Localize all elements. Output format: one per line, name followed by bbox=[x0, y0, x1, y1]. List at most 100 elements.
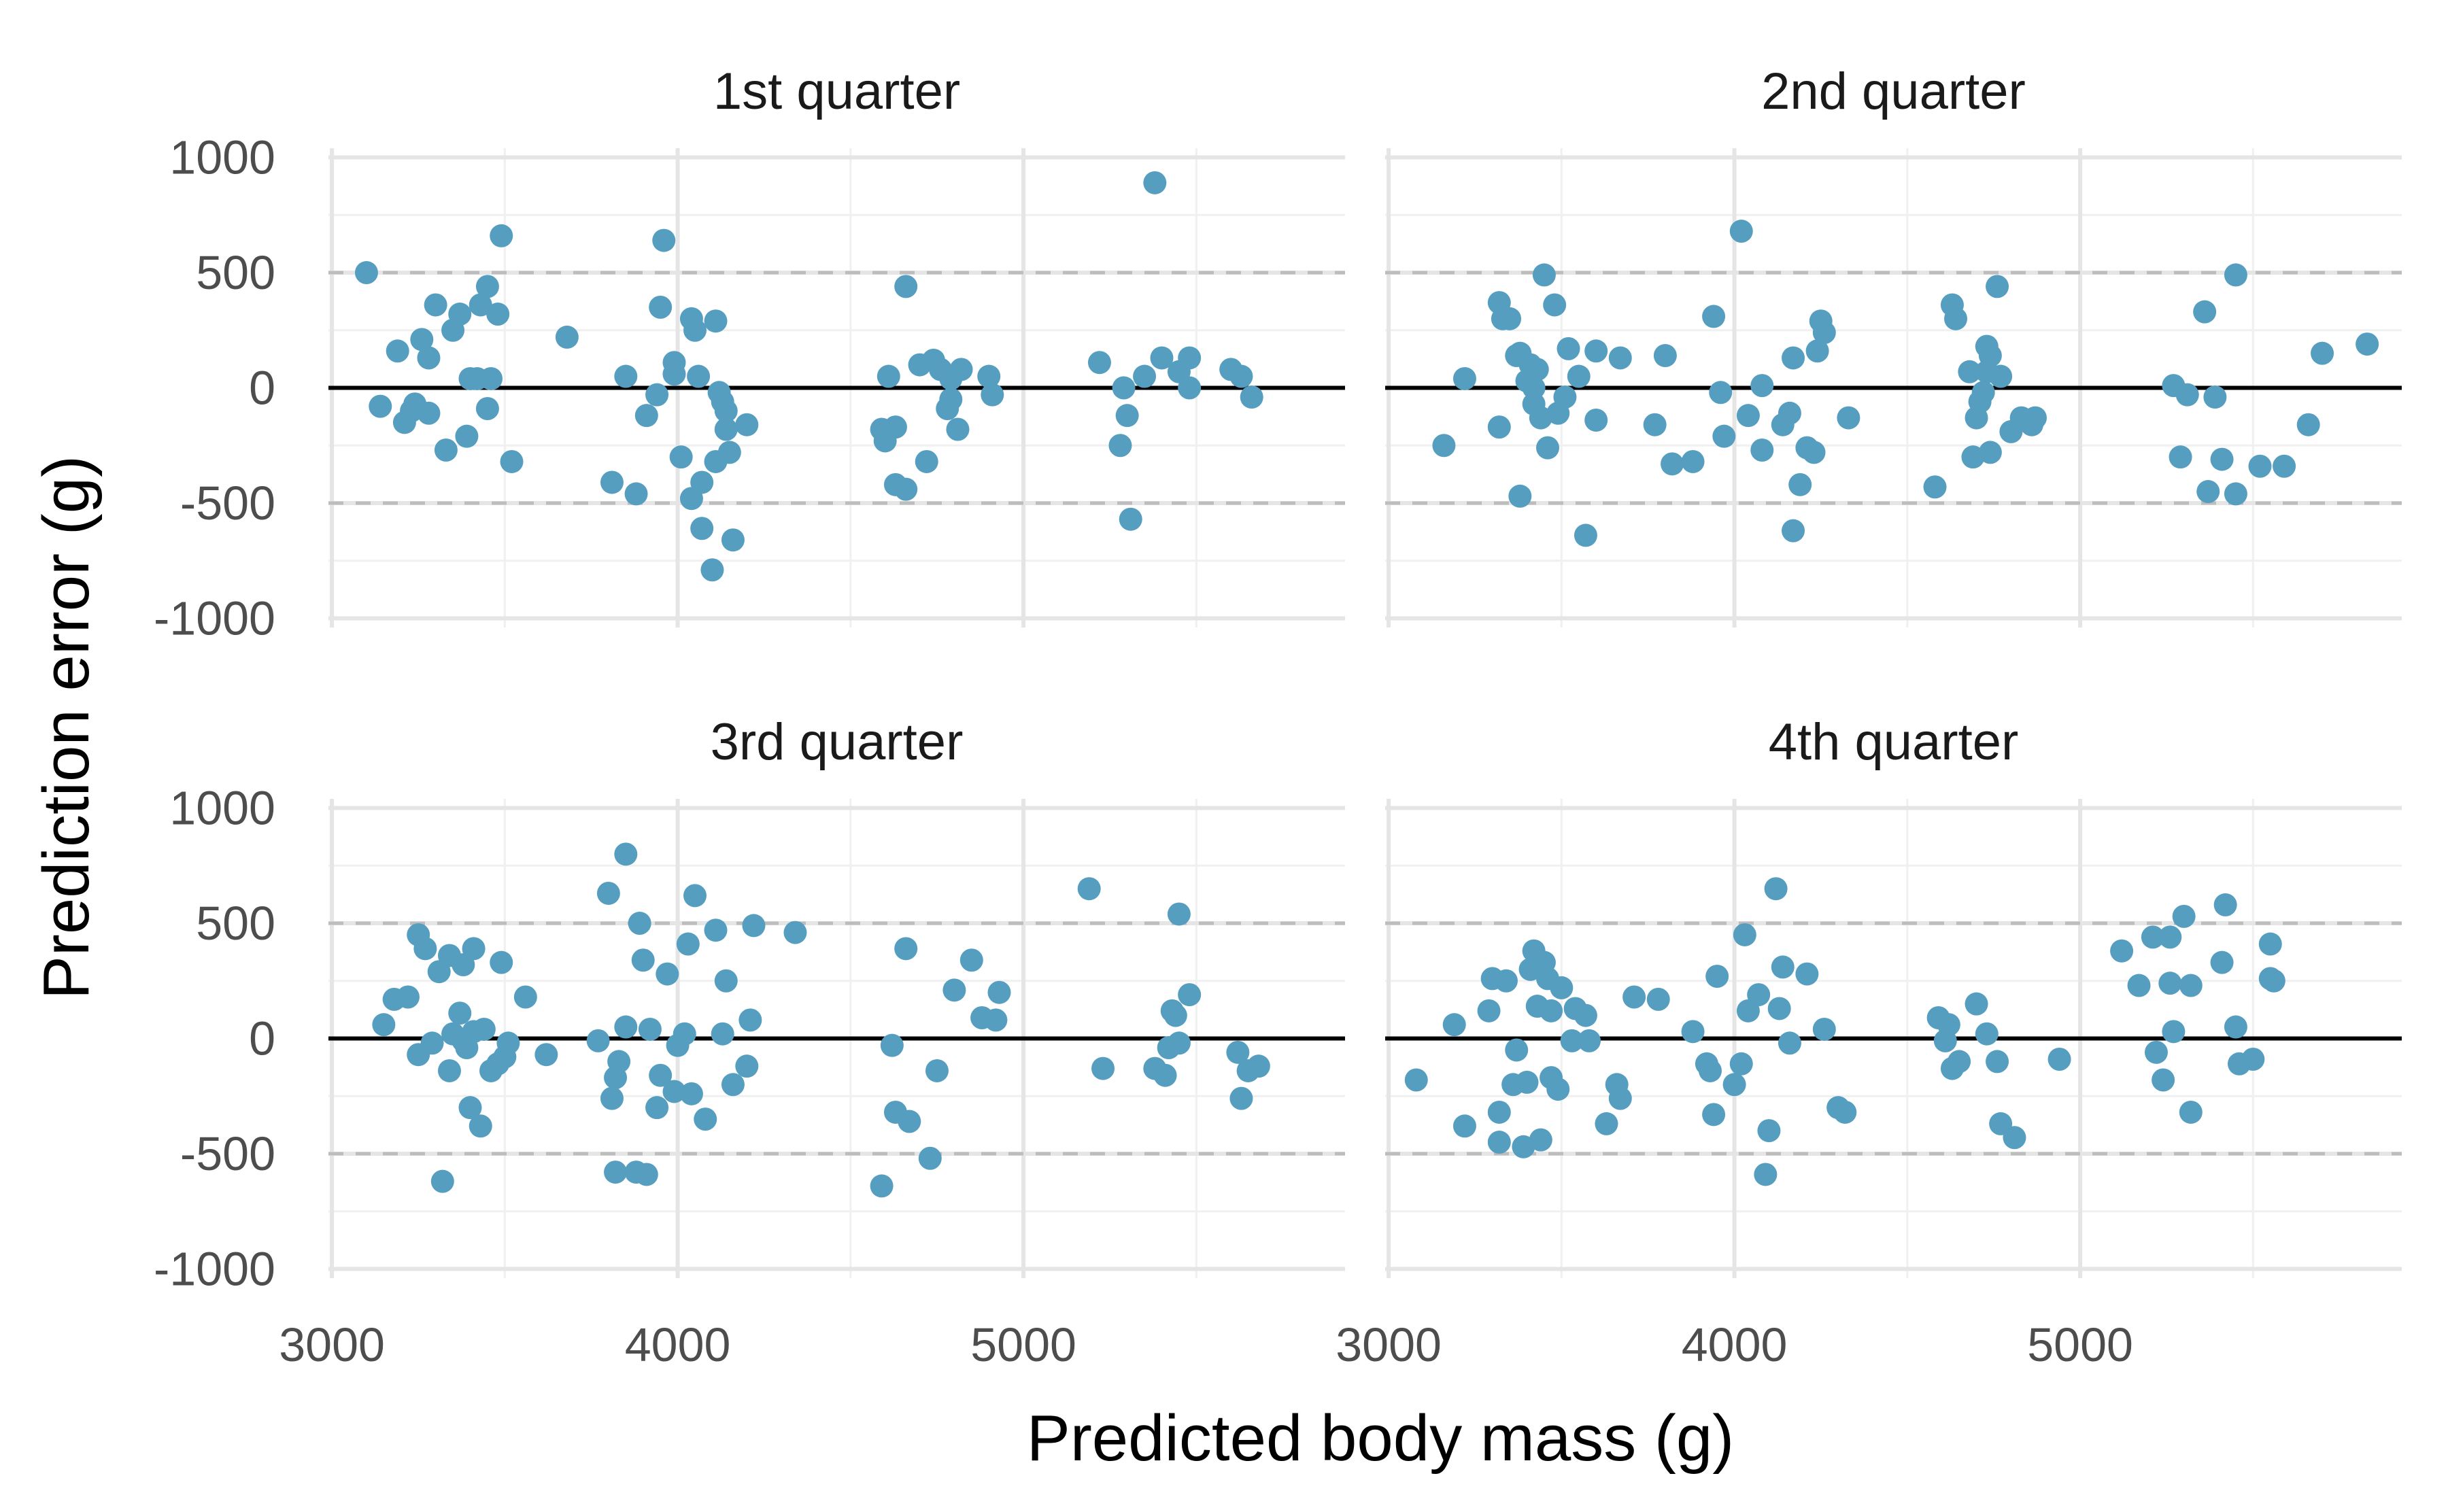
data-point bbox=[2262, 969, 2285, 993]
data-point bbox=[1087, 351, 1111, 375]
data-point bbox=[2169, 445, 2192, 469]
facet-panel: 4th quarter 3000 4000 5000 bbox=[1336, 713, 2402, 1371]
data-point bbox=[1948, 1050, 1971, 1073]
data-point bbox=[894, 937, 918, 961]
data-point bbox=[1226, 1040, 1250, 1064]
data-point bbox=[1653, 344, 1677, 368]
data-point bbox=[735, 413, 759, 436]
data-point bbox=[1971, 381, 1995, 405]
data-point bbox=[1702, 1103, 1726, 1127]
data-point bbox=[645, 383, 669, 407]
x-tick-label: 3000 bbox=[279, 1318, 385, 1371]
data-point bbox=[738, 1008, 762, 1032]
panel-title: 4th quarter bbox=[1769, 713, 2019, 771]
data-point bbox=[417, 346, 441, 370]
data-point bbox=[1532, 263, 1556, 287]
data-point bbox=[714, 417, 738, 441]
data-point bbox=[472, 1017, 496, 1041]
data-point bbox=[2144, 1040, 2168, 1064]
data-point bbox=[462, 937, 486, 961]
data-point bbox=[977, 364, 1001, 388]
data-point bbox=[1989, 364, 2013, 388]
data-point bbox=[600, 1086, 624, 1110]
data-point bbox=[2179, 974, 2203, 997]
data-point bbox=[717, 441, 741, 464]
data-point bbox=[1112, 376, 1136, 400]
data-point bbox=[604, 1161, 628, 1184]
data-point bbox=[496, 1031, 520, 1055]
data-point bbox=[2210, 447, 2234, 471]
data-point bbox=[690, 517, 714, 540]
data-point bbox=[434, 439, 458, 462]
data-point bbox=[631, 948, 655, 972]
data-point bbox=[645, 1096, 669, 1120]
data-point bbox=[1535, 436, 1559, 460]
data-point bbox=[534, 1043, 558, 1067]
data-point bbox=[1077, 877, 1101, 901]
data-point bbox=[2179, 1100, 2203, 1124]
data-point bbox=[1608, 1086, 1632, 1110]
data-point bbox=[1143, 171, 1167, 194]
data-point bbox=[2141, 925, 2164, 949]
data-point bbox=[2203, 385, 2227, 409]
data-point bbox=[1698, 1059, 1722, 1082]
data-point bbox=[1540, 999, 1563, 1023]
data-point bbox=[1167, 902, 1191, 926]
data-point bbox=[1178, 346, 1202, 370]
data-point bbox=[1546, 1078, 1570, 1101]
data-point bbox=[870, 1174, 894, 1198]
data-point bbox=[1153, 1063, 1177, 1087]
data-point bbox=[1529, 1128, 1552, 1152]
data-point bbox=[714, 969, 738, 993]
y-tick-label: -500 bbox=[180, 1127, 275, 1180]
data-point bbox=[396, 985, 420, 1009]
data-point bbox=[1550, 976, 1574, 999]
y-tick-label: 0 bbox=[249, 362, 275, 415]
x-tick-label: 3000 bbox=[1336, 1318, 1442, 1371]
data-point bbox=[894, 477, 918, 501]
data-point bbox=[1150, 346, 1174, 370]
data-point bbox=[877, 364, 900, 388]
data-point bbox=[1432, 434, 1456, 458]
data-point bbox=[1508, 484, 1532, 508]
data-point bbox=[1709, 381, 1733, 405]
data-point bbox=[469, 1114, 492, 1138]
data-point bbox=[475, 275, 499, 298]
y-tick-label: 1000 bbox=[169, 131, 275, 184]
data-point bbox=[683, 884, 707, 908]
data-point bbox=[1747, 983, 1771, 1007]
data-point bbox=[1452, 366, 1476, 390]
data-point bbox=[614, 1015, 638, 1039]
data-point bbox=[1108, 434, 1132, 458]
data-point bbox=[2224, 1015, 2247, 1039]
data-point bbox=[1240, 385, 1263, 409]
data-point bbox=[448, 1001, 472, 1025]
data-point bbox=[2210, 950, 2234, 974]
data-point bbox=[2196, 480, 2220, 504]
data-point bbox=[783, 921, 807, 944]
data-point bbox=[2224, 263, 2247, 287]
panel-title: 3rd quarter bbox=[711, 713, 964, 771]
data-point bbox=[458, 1096, 482, 1120]
data-point bbox=[1975, 1022, 1999, 1046]
data-point bbox=[2172, 904, 2196, 928]
data-point bbox=[898, 1110, 921, 1133]
y-tick-label: -1000 bbox=[154, 591, 275, 645]
data-point bbox=[1557, 337, 1580, 360]
data-point bbox=[420, 1031, 444, 1055]
data-point bbox=[1442, 1013, 1466, 1037]
data-point bbox=[2175, 383, 2199, 407]
data-point bbox=[673, 1022, 696, 1046]
data-point bbox=[987, 980, 1011, 1004]
data-point bbox=[939, 388, 963, 411]
data-point bbox=[1133, 364, 1157, 388]
data-point bbox=[700, 558, 724, 582]
data-point bbox=[1119, 507, 1142, 531]
data-point bbox=[880, 1033, 904, 1057]
data-point bbox=[1729, 1052, 1753, 1076]
data-point bbox=[490, 950, 513, 974]
data-point bbox=[925, 1059, 949, 1082]
data-point bbox=[894, 275, 918, 298]
